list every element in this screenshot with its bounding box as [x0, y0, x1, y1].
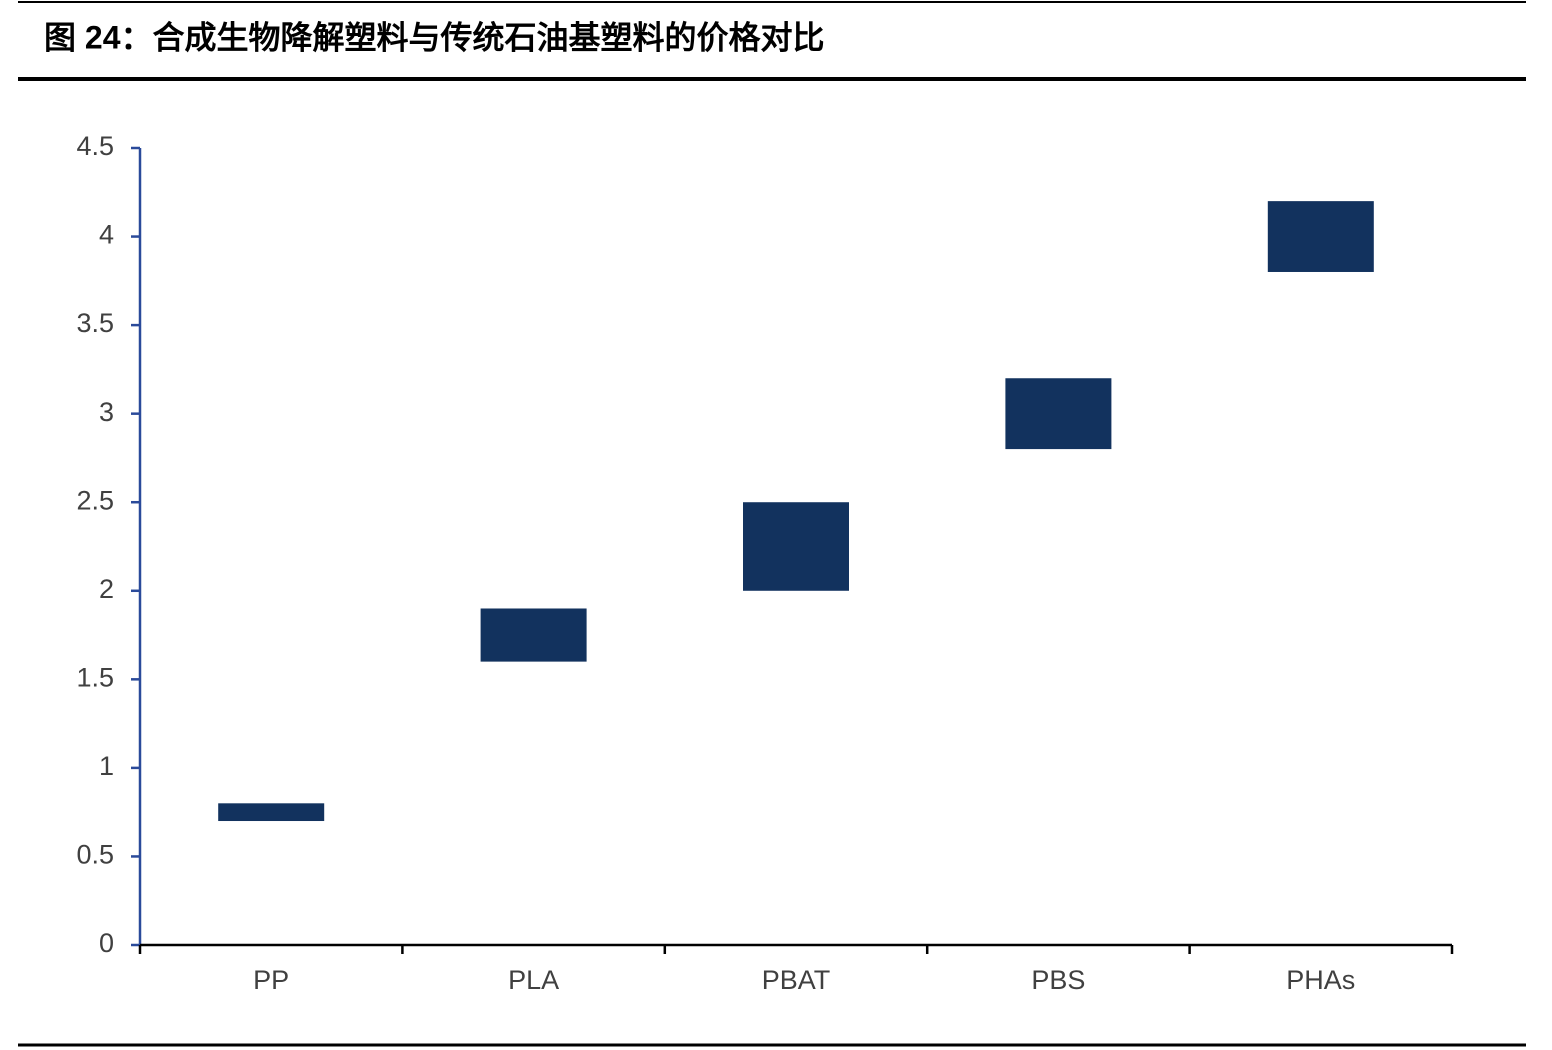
- y-tick-label: 4.5: [76, 131, 114, 161]
- chart-title: 图 24：合成生物降解塑料与传统石油基塑料的价格对比: [44, 19, 825, 55]
- y-tick-label: 0.5: [76, 840, 114, 870]
- x-tick-label: PP: [253, 965, 289, 995]
- bar: [1267, 201, 1374, 272]
- x-tick-label: PLA: [508, 965, 559, 995]
- x-tick-label: PHAs: [1286, 965, 1355, 995]
- bar: [218, 803, 325, 822]
- bar: [1005, 378, 1112, 450]
- y-tick-label: 1.5: [76, 662, 114, 692]
- y-tick-label: 2: [99, 574, 114, 604]
- x-tick-label: PBAT: [762, 965, 831, 995]
- y-tick-label: 3: [99, 397, 114, 427]
- y-tick-label: 4: [99, 220, 114, 250]
- bar: [743, 502, 849, 591]
- x-tick-label: PBS: [1031, 965, 1085, 995]
- y-tick-label: 2.5: [76, 485, 114, 515]
- bar: [480, 608, 587, 662]
- y-tick-label: 0: [99, 928, 114, 958]
- y-tick-label: 3.5: [76, 308, 114, 338]
- y-tick-label: 1: [99, 751, 114, 781]
